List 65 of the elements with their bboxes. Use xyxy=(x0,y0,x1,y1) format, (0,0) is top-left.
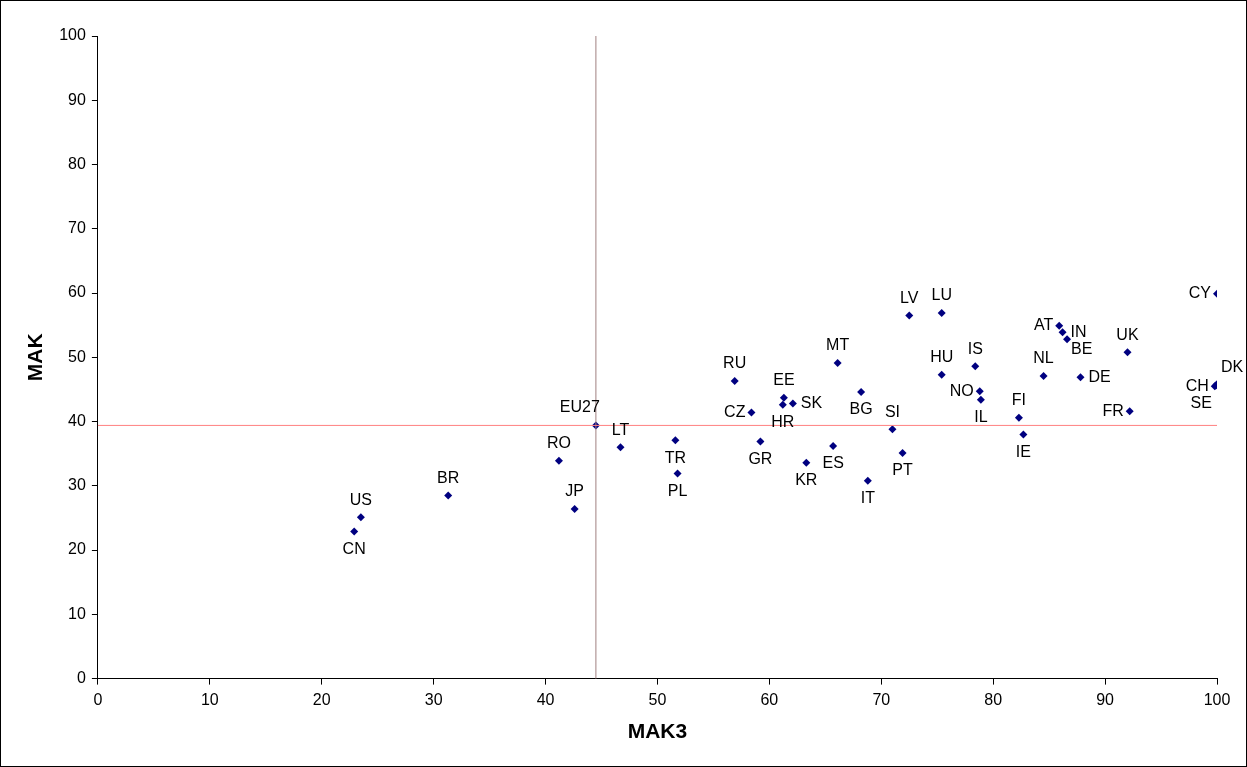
data-label: HU xyxy=(930,348,954,366)
data-label: IN xyxy=(1070,322,1087,340)
data-label: IE xyxy=(1015,442,1031,460)
x-tick-label: 70 xyxy=(872,690,891,708)
data-label: US xyxy=(349,490,372,508)
data-label: NO xyxy=(949,381,974,399)
x-tick-label: 10 xyxy=(200,690,219,708)
data-label: CN xyxy=(342,539,366,557)
data-label: EU27 xyxy=(559,397,600,415)
data-label: IS xyxy=(967,339,983,357)
data-label: DE xyxy=(1088,367,1111,385)
data-label: KR xyxy=(795,471,818,489)
data-label: PT xyxy=(892,461,913,479)
y-tick-label: 50 xyxy=(68,347,86,365)
data-label: SI xyxy=(884,402,901,420)
data-label: AT xyxy=(1033,316,1054,334)
y-tick-label: 10 xyxy=(68,604,86,622)
y-tick-label: 0 xyxy=(76,669,86,687)
data-label: UK xyxy=(1116,325,1139,343)
x-tick-label: 50 xyxy=(648,690,667,708)
data-label: FR xyxy=(1102,401,1124,419)
y-tick-label: 80 xyxy=(68,154,86,172)
data-label: NL xyxy=(1033,349,1054,367)
data-label: RU xyxy=(723,354,747,372)
data-label: DK xyxy=(1221,357,1244,375)
data-label: RO xyxy=(546,434,571,452)
data-label: HR xyxy=(771,413,795,431)
y-tick-label: 60 xyxy=(68,283,86,301)
data-label: LU xyxy=(931,286,952,304)
y-axis-title: MAK xyxy=(23,333,47,382)
data-label: MT xyxy=(826,336,850,354)
data-label: CY xyxy=(1188,284,1212,302)
data-label: SK xyxy=(800,393,823,411)
data-label: BE xyxy=(1071,339,1093,357)
data-label: CH xyxy=(1185,376,1209,394)
data-label: EE xyxy=(773,371,795,389)
data-label: FI xyxy=(1011,391,1027,409)
y-tick-label: 20 xyxy=(68,540,86,558)
data-label: TR xyxy=(664,448,687,466)
data-label: CZ xyxy=(724,402,746,420)
data-label: IL xyxy=(974,408,988,426)
x-tick-label: 60 xyxy=(760,690,779,708)
y-tick-label: 90 xyxy=(68,90,86,108)
data-label: IT xyxy=(860,489,876,507)
y-tick-label: 30 xyxy=(68,476,86,494)
y-tick-label: 100 xyxy=(59,26,86,44)
data-label: LV xyxy=(900,288,919,306)
data-label: LT xyxy=(611,420,630,438)
x-tick-label: 90 xyxy=(1096,690,1115,708)
data-label: JP xyxy=(565,482,584,500)
x-tick-label: 20 xyxy=(312,690,331,708)
data-label: PL xyxy=(667,482,688,500)
x-tick-label: 100 xyxy=(1203,690,1231,708)
y-tick-label: 70 xyxy=(68,219,86,237)
x-tick-label: 0 xyxy=(93,690,103,708)
x-tick-label: 30 xyxy=(424,690,443,708)
x-axis-title: MAK3 xyxy=(627,719,688,743)
data-label: BG xyxy=(849,400,873,418)
data-label: ES xyxy=(822,454,844,472)
y-tick-label: 40 xyxy=(68,411,86,429)
data-label: GR xyxy=(748,449,773,467)
data-label: SE xyxy=(1190,393,1212,411)
x-tick-label: 80 xyxy=(984,690,1003,708)
x-tick-label: 40 xyxy=(536,690,555,708)
data-label: BR xyxy=(437,468,460,486)
